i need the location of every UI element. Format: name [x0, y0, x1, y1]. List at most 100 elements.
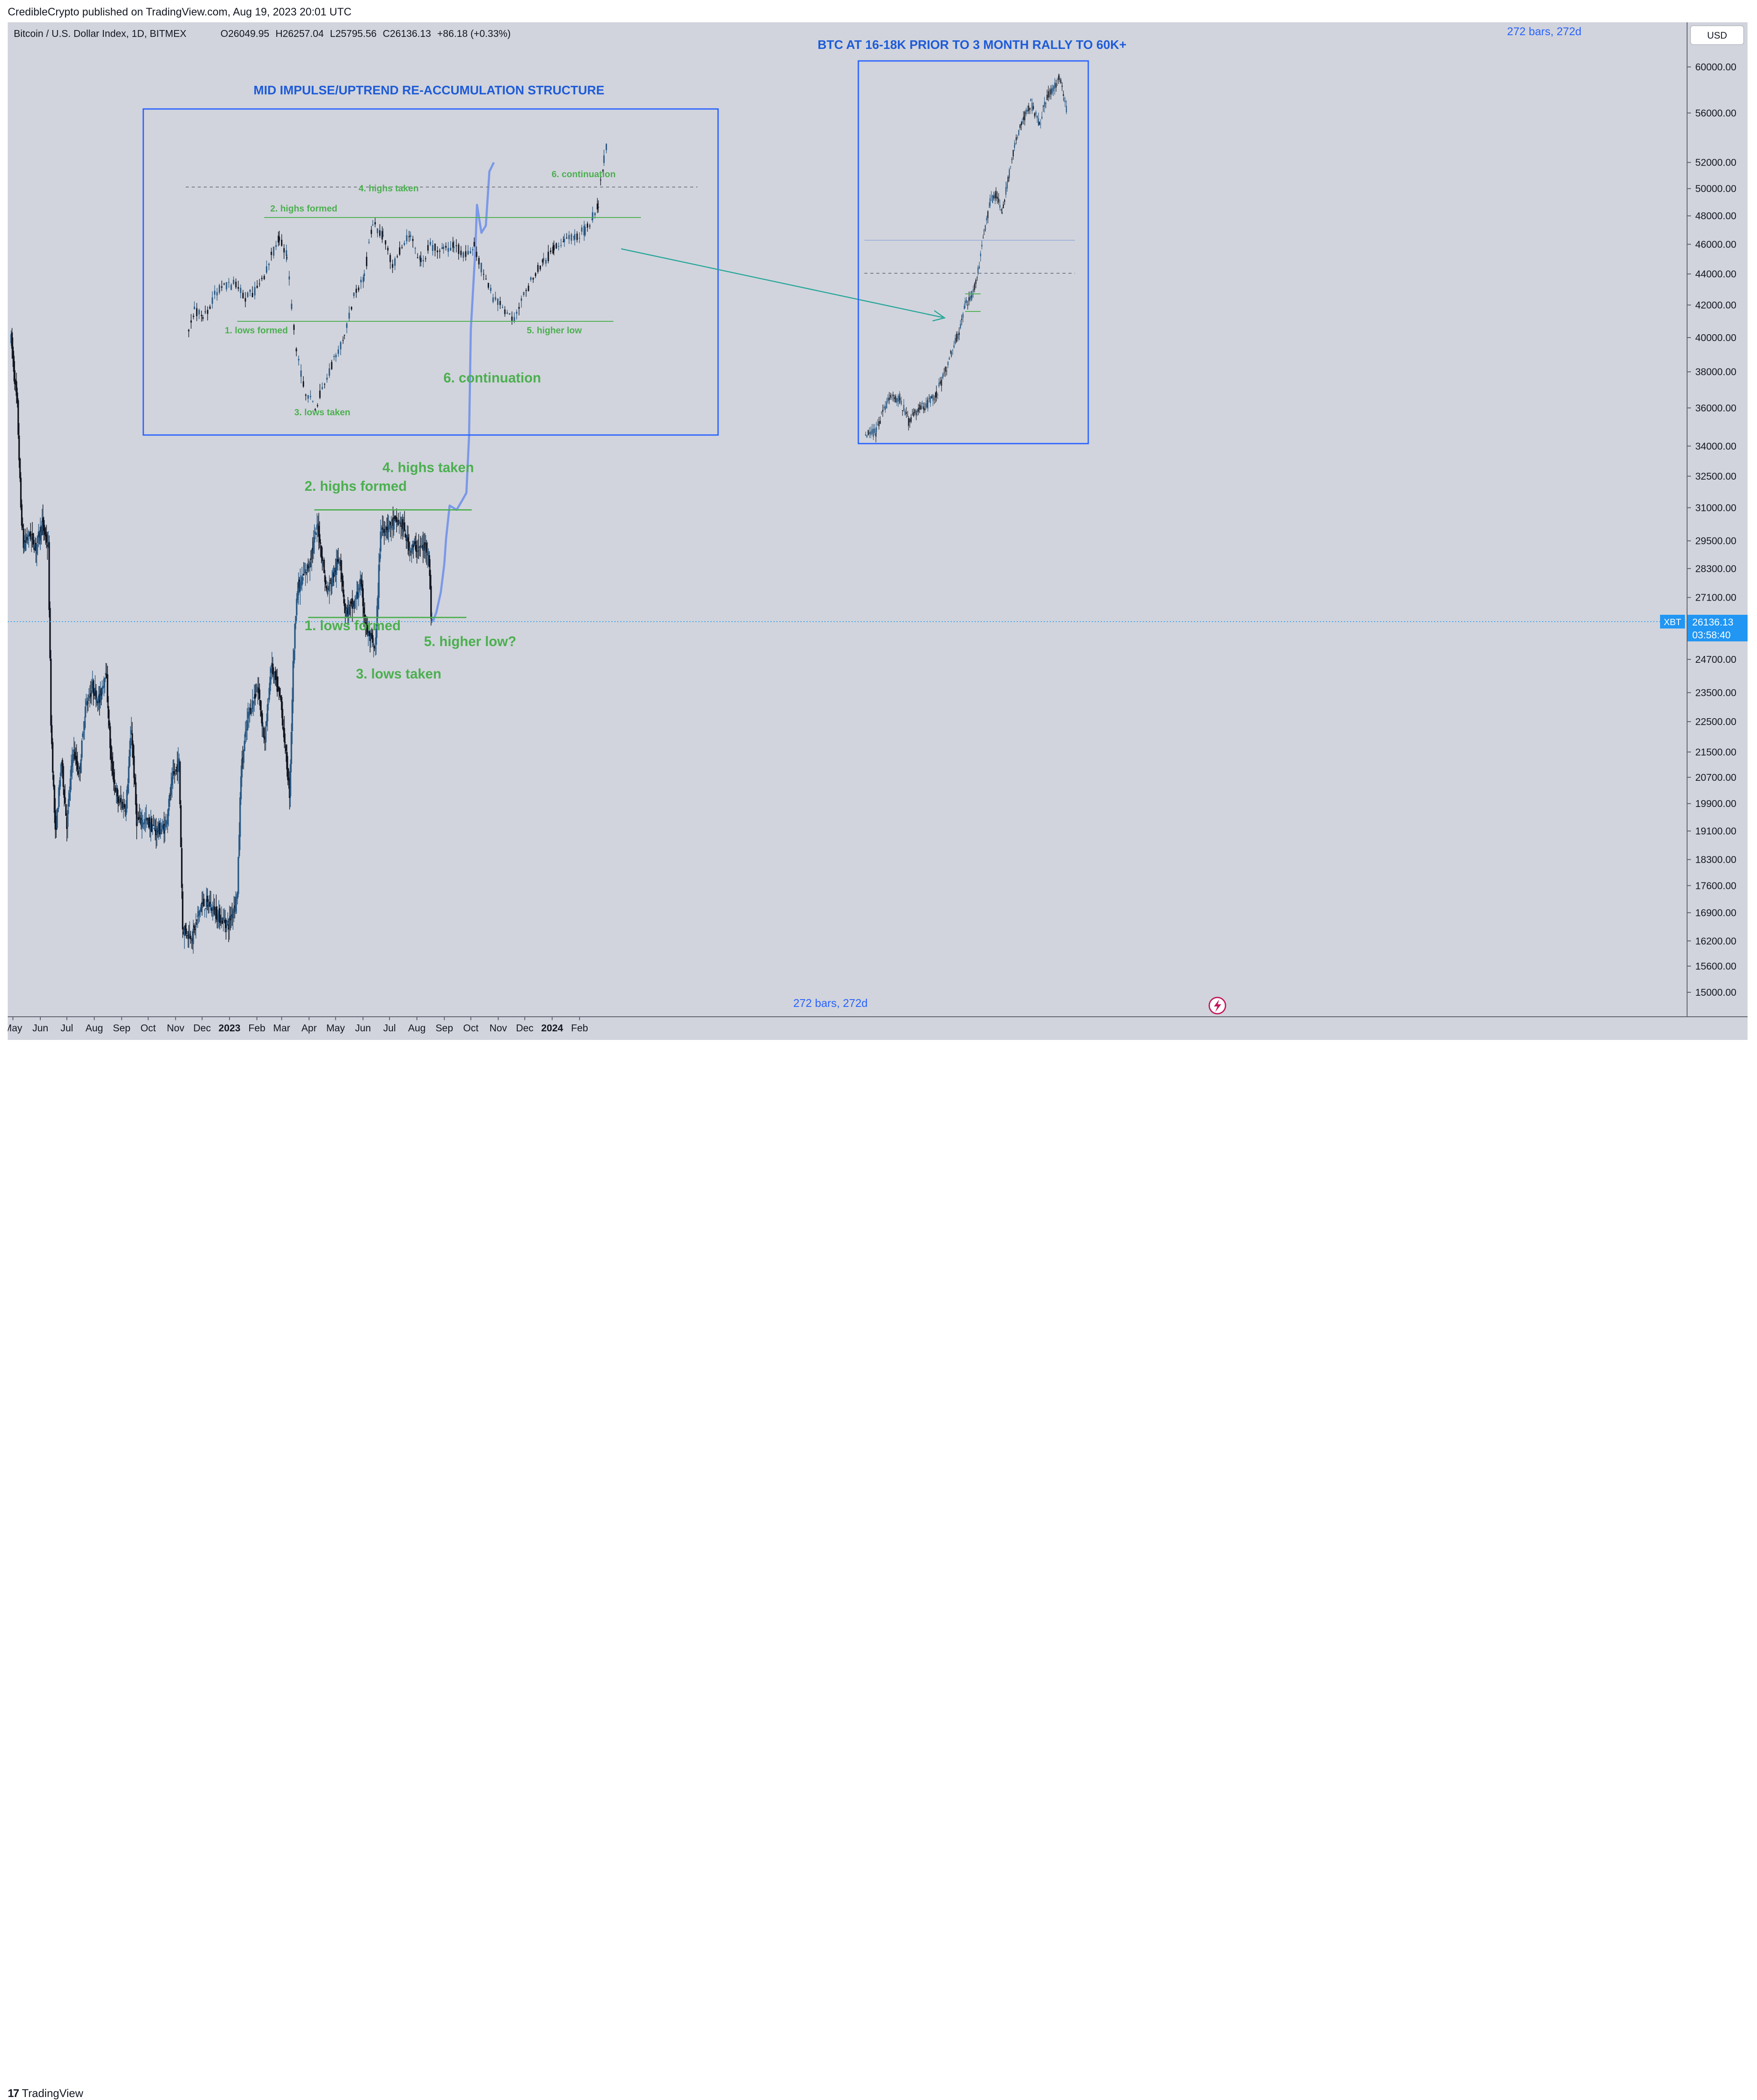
- candle: [195, 913, 197, 939]
- inset1-candle: [487, 283, 489, 290]
- inset1-candle: [360, 276, 362, 289]
- inset1-candle: [266, 260, 268, 274]
- inset1-candle: [237, 281, 239, 292]
- candle: [40, 525, 42, 545]
- tradingview-logo-icon: 17: [8, 2087, 19, 2100]
- inset2-candle: [1028, 103, 1029, 114]
- x-tick-label: Apr: [302, 1022, 317, 1033]
- candle: [409, 541, 411, 562]
- candle: [26, 527, 28, 544]
- candle: [405, 529, 406, 538]
- inset2-candle: [1004, 199, 1005, 205]
- candle: [151, 816, 153, 833]
- chart-area[interactable]: 1. lows formed 2. highs formed 3. lows tak…: [8, 22, 1748, 1040]
- candle: [113, 761, 115, 791]
- candle: [426, 542, 429, 568]
- candle: [15, 379, 17, 392]
- candle: [73, 737, 75, 763]
- candle: [321, 547, 323, 571]
- x-tick-label: Mar: [273, 1022, 290, 1033]
- y-tick-label: 15000.00: [1695, 987, 1736, 998]
- candle: [231, 903, 233, 926]
- price-chart[interactable]: 1. lows formed 2. highs formed 3. lows tak…: [8, 22, 1748, 1040]
- low-value: 25795.56: [335, 28, 377, 39]
- inset1-candle: [368, 239, 370, 244]
- candle: [79, 763, 81, 782]
- candle: [328, 586, 329, 590]
- lightning-icon-bolt[interactable]: [1214, 1000, 1221, 1012]
- candle: [143, 822, 145, 830]
- candle: [170, 772, 172, 801]
- inset2-candle: [941, 376, 942, 392]
- candle: [391, 519, 393, 530]
- candle: [319, 521, 321, 549]
- candle: [246, 708, 248, 740]
- tradingview-logo[interactable]: 17 TradingView: [8, 2087, 83, 2100]
- candle: [154, 818, 155, 831]
- inset1-candle: [201, 311, 202, 322]
- inset2-candle: [980, 251, 981, 262]
- y-tick-label: 60000.00: [1695, 61, 1736, 73]
- inset2-candle: [994, 190, 996, 204]
- candle: [154, 819, 156, 840]
- candle: [382, 516, 384, 536]
- inset2-candle: [904, 408, 906, 416]
- inset1-candle: [321, 382, 323, 390]
- candle: [45, 527, 47, 545]
- inset1-candle: [579, 232, 580, 243]
- time-axis[interactable]: May Jun Jul Aug Sep Oct Nov Dec 2023 Feb Mar Apr May…: [8, 1017, 588, 1033]
- candle: [85, 694, 87, 706]
- candle: [223, 908, 225, 923]
- inset1-candle: [506, 310, 508, 314]
- inset1-candle: [562, 236, 564, 243]
- candle: [206, 888, 208, 910]
- candle: [204, 909, 206, 918]
- price-axis[interactable]: 60000.00 56000.00 52000.00 50000.00 48000.00…: [1687, 61, 1736, 998]
- candle: [181, 837, 183, 899]
- current-price-tag: XBT 26136.13 03:58:40: [1660, 615, 1748, 641]
- candle: [428, 551, 430, 576]
- inset1-candle: [209, 304, 211, 310]
- candle: [303, 562, 305, 576]
- candle: [307, 558, 309, 573]
- inset1-candle: [441, 243, 443, 250]
- candle: [245, 721, 246, 744]
- candle: [119, 795, 121, 805]
- candle: [293, 648, 295, 668]
- candle: [297, 572, 299, 605]
- candle: [179, 760, 181, 809]
- candle: [365, 614, 367, 637]
- candle: [300, 575, 302, 589]
- candle: [214, 909, 216, 924]
- inset2-candle: [918, 404, 919, 415]
- inset2-candle: [950, 349, 951, 354]
- inset2-candle: [875, 422, 877, 434]
- candle: [413, 538, 415, 546]
- candle: [236, 891, 238, 905]
- currency-button[interactable]: USD: [1690, 25, 1744, 45]
- inset1-candle: [193, 301, 195, 310]
- candle: [160, 822, 163, 834]
- candle: [367, 630, 369, 647]
- candle: [152, 814, 154, 826]
- candle: [396, 518, 398, 527]
- candle: [102, 686, 104, 689]
- inset1-candle: [226, 282, 227, 292]
- inset2-candle: [912, 409, 913, 416]
- candle: [158, 818, 160, 840]
- candle: [317, 515, 319, 537]
- currency-button-bg[interactable]: [1690, 25, 1744, 45]
- inset1-candle: [278, 231, 279, 247]
- inset2-candle: [1030, 98, 1032, 102]
- candle: [405, 535, 407, 549]
- candle: [387, 514, 389, 540]
- y-tick-label: 23500.00: [1695, 687, 1736, 698]
- inset1-candle: [223, 282, 225, 286]
- candle: [95, 684, 97, 707]
- lightning-icon[interactable]: [1208, 997, 1226, 1015]
- currency-button-label[interactable]: USD: [1707, 30, 1727, 41]
- candle: [299, 577, 300, 593]
- inset2-candle: [956, 331, 957, 343]
- candle: [395, 508, 398, 533]
- candle: [350, 598, 353, 607]
